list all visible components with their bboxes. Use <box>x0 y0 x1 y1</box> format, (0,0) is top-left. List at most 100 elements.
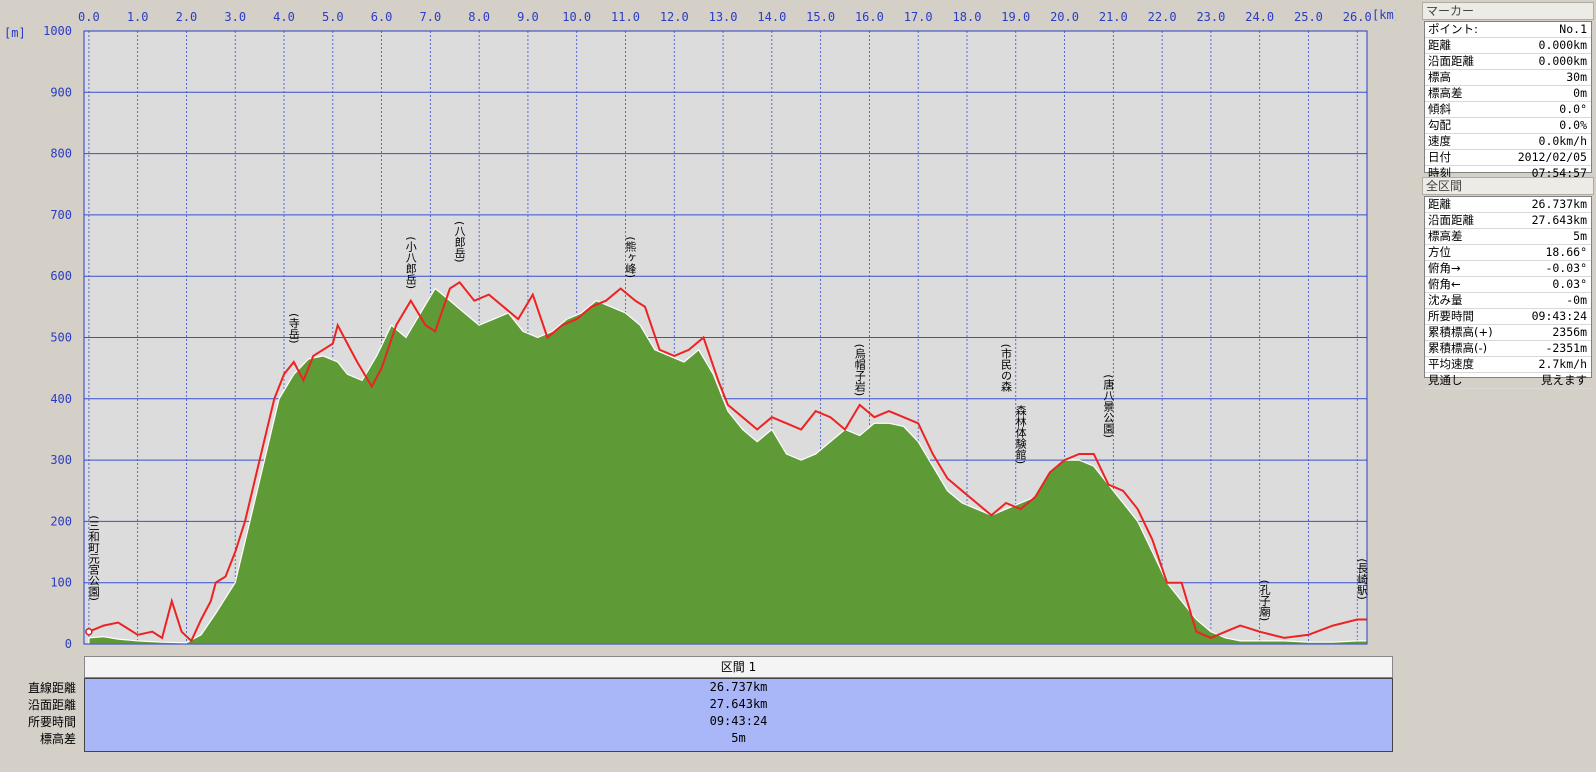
marker-panel-title: マーカー <box>1422 2 1594 20</box>
peak-label: (寺岳) <box>287 313 300 344</box>
x-tick-label: 22.0 <box>1148 10 1177 24</box>
info-key: 平均速度 <box>1428 357 1474 371</box>
summary-label: 沿面距離 <box>27 698 76 712</box>
x-tick-label: 6.0 <box>371 10 393 24</box>
info-row: 所要時間 09:43:24 <box>1425 309 1591 325</box>
peak-label: 森林体験館) <box>1014 404 1027 465</box>
x-tick-label: 12.0 <box>660 10 689 24</box>
y-tick-label: 300 <box>50 453 72 467</box>
x-tick-label: 20.0 <box>1050 10 1079 24</box>
info-value: -2351m <box>1545 341 1587 355</box>
plot-frame <box>83 30 1368 645</box>
info-key: 速度 <box>1428 134 1451 148</box>
x-tick-label: 9.0 <box>517 10 539 24</box>
x-tick-label: 16.0 <box>855 10 884 24</box>
y-unit-label: [m] <box>4 26 26 40</box>
peak-label: (長崎駅) <box>1356 558 1369 600</box>
peak-label: (唐八景公園) <box>1102 374 1115 438</box>
peak-label: (烏帽子岩) <box>853 344 866 397</box>
elevation-chart[interactable]: 0 100 200 300 400 500 600 700 800 900 1000 0.0 1.0 2.… <box>0 0 1396 656</box>
segment-header[interactable]: 区間 1 <box>84 656 1393 678</box>
x-tick-label: 26.0 <box>1343 10 1372 24</box>
peak-label: (孔子廟) <box>1258 580 1271 622</box>
info-value: 0.000km <box>1538 54 1587 68</box>
info-value: -0.03° <box>1545 261 1587 275</box>
info-key: 標高差 <box>1428 229 1463 243</box>
info-value: 0.03° <box>1552 277 1587 291</box>
info-row: ポイント: No.1 <box>1425 22 1591 38</box>
info-row: 方位 18.66° <box>1425 245 1591 261</box>
x-tick-label: 2.0 <box>176 10 198 24</box>
x-tick-label: 23.0 <box>1196 10 1225 24</box>
route-line <box>88 280 1367 643</box>
info-key: 標高差 <box>1428 86 1463 100</box>
info-value: 2356m <box>1552 325 1587 339</box>
info-row: 距離 26.737km <box>1425 197 1591 213</box>
y-tick-label: 1000 <box>43 24 72 38</box>
summary-value: 26.737km <box>709 680 768 694</box>
info-value: 18.66° <box>1545 245 1587 259</box>
summary-value: 5m <box>731 731 746 745</box>
summary-label: 標高差 <box>39 732 76 746</box>
info-value: 07:54:57 <box>1531 166 1587 180</box>
x-tick-label: 1.0 <box>127 10 149 24</box>
info-row: 距離 0.000km <box>1425 38 1591 54</box>
x-tick-label: 18.0 <box>953 10 982 24</box>
info-value: 30m <box>1566 70 1587 84</box>
y-tick-label: 600 <box>50 269 72 283</box>
info-row: 日付 2012/02/05 <box>1425 150 1591 166</box>
info-key: 沿面距離 <box>1428 54 1474 68</box>
info-row: 傾斜 0.0° <box>1425 102 1591 118</box>
info-key: 見通し <box>1428 373 1463 387</box>
info-value: 2012/02/05 <box>1517 150 1587 164</box>
info-key: 俯角← <box>1428 277 1461 291</box>
info-row: 見通し 見えます <box>1425 373 1591 389</box>
x-unit-label: [km] <box>1372 8 1396 22</box>
y-tick-label: 400 <box>50 392 72 406</box>
info-value: 見えます <box>1541 373 1587 387</box>
info-key: 勾配 <box>1428 118 1451 132</box>
x-tick-label: 7.0 <box>420 10 442 24</box>
info-value: 26.737km <box>1531 197 1587 211</box>
start-marker <box>85 627 93 636</box>
peak-label: (熊ヶ峰) <box>624 236 637 278</box>
info-row: 累積標高(-) -2351m <box>1425 341 1591 357</box>
info-key: 沈み量 <box>1428 293 1463 307</box>
y-tick-label: 800 <box>50 147 72 161</box>
total-table: 距離 26.737km 沿面距離 27.643km 標高差 5m 方位 18.66° 俯角→ -0… <box>1424 196 1592 389</box>
info-key: 所要時間 <box>1428 309 1474 323</box>
info-row: 沿面距離 27.643km <box>1425 213 1591 229</box>
summary-label: 直線距離 <box>27 681 76 695</box>
peak-label: (八郎岳) <box>453 221 466 263</box>
x-tick-label: 14.0 <box>757 10 786 24</box>
info-row: 勾配 0.0% <box>1425 118 1591 134</box>
info-row: 標高差 5m <box>1425 229 1591 245</box>
info-key: 距離 <box>1428 38 1451 52</box>
info-key: 沿面距離 <box>1428 213 1474 227</box>
info-key: 俯角→ <box>1428 261 1461 275</box>
y-tick-label: 200 <box>50 514 72 528</box>
x-tick-label: 10.0 <box>562 10 591 24</box>
info-row: 俯角← 0.03° <box>1425 277 1591 293</box>
info-panel: マーカー ポイント: No.1 距離 0.000km 沿面距離 0.000km 標高 30m 標… <box>1422 0 1596 772</box>
peak-label: (小八郎岳) <box>404 236 417 289</box>
info-row: 標高 30m <box>1425 70 1591 86</box>
x-tick-label: 19.0 <box>1001 10 1030 24</box>
info-row: 俯角→ -0.03° <box>1425 261 1591 277</box>
info-key: 日付 <box>1428 150 1451 164</box>
info-row: 累積標高(+) 2356m <box>1425 325 1591 341</box>
x-tick-label: 8.0 <box>468 10 490 24</box>
x-tick-label: 15.0 <box>806 10 835 24</box>
y-tick-label: 0 <box>65 637 72 651</box>
info-row: 速度 0.0km/h <box>1425 134 1591 150</box>
marker-table: ポイント: No.1 距離 0.000km 沿面距離 0.000km 標高 30m 標高差 0m 傾… <box>1424 21 1592 182</box>
segment-summary: 直線距離 沿面距離 所要時間 標高差 区間 1 26.737km 27.643km 09:… <box>0 656 1398 756</box>
x-tick-label: 3.0 <box>224 10 246 24</box>
x-tick-label: 21.0 <box>1099 10 1128 24</box>
info-key: 時刻 <box>1428 166 1451 180</box>
info-value: 0.0% <box>1559 118 1587 132</box>
info-value: 2.7km/h <box>1538 357 1587 371</box>
y-tick-label: 700 <box>50 208 72 222</box>
info-key: 標高 <box>1428 70 1451 84</box>
info-key: 方位 <box>1428 245 1451 259</box>
